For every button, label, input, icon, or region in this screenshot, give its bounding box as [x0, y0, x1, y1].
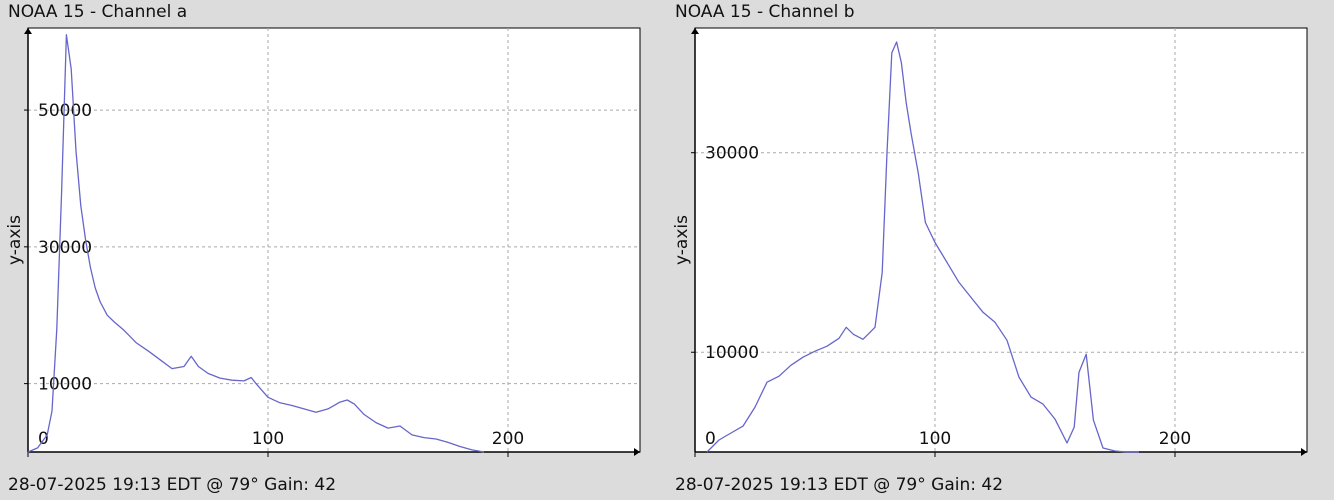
y-tick-label: 30000 [705, 144, 759, 164]
plot-area [27, 27, 641, 453]
x-tick-label: 200 [1159, 429, 1191, 449]
series-line [706, 41, 1139, 453]
chart-b-svg: 0 100 200 10000 30000 y-axis [672, 27, 1308, 457]
plot-area [694, 27, 1308, 453]
y-axis-label: y-axis [672, 215, 692, 265]
x-tick-label: 100 [919, 429, 951, 449]
chart-panel-b: NOAA 15 - Channel b 0 100 200 10000 30000 y-a… [667, 0, 1334, 500]
y-axis-label: y-axis [5, 215, 25, 265]
series-line [27, 34, 485, 453]
x-tick-label: 0 [705, 429, 716, 449]
chart-plot-b: 0 100 200 10000 30000 y-axis [667, 0, 1334, 500]
chart-footer: 28-07-2025 19:13 EDT @ 79° Gain: 42 [675, 475, 1004, 495]
y-tick-label: 10000 [38, 375, 92, 395]
y-tick-label: 30000 [38, 238, 92, 258]
x-axis-arrow [634, 448, 640, 456]
chart-title: NOAA 15 - Channel a [8, 2, 188, 22]
y-tick-label: 50000 [38, 101, 92, 121]
chart-plot-a: 0 100 200 10000 30000 50000 y-axis [5, 27, 641, 457]
chart-footer: 28-07-2025 19:13 EDT @ 79° Gain: 42 [8, 475, 337, 495]
y-axis-arrow [24, 28, 32, 34]
x-tick-label: 100 [252, 429, 284, 449]
chart-title: NOAA 15 - Channel b [675, 2, 855, 22]
y-tick-label: 10000 [705, 343, 759, 363]
x-axis-arrow [1301, 448, 1307, 456]
x-tick-label: 200 [492, 429, 524, 449]
y-axis-arrow [691, 28, 699, 34]
chart-panel-a: NOAA 15 - Channel a 0 100 200 10000 30000 500… [5, 2, 641, 495]
